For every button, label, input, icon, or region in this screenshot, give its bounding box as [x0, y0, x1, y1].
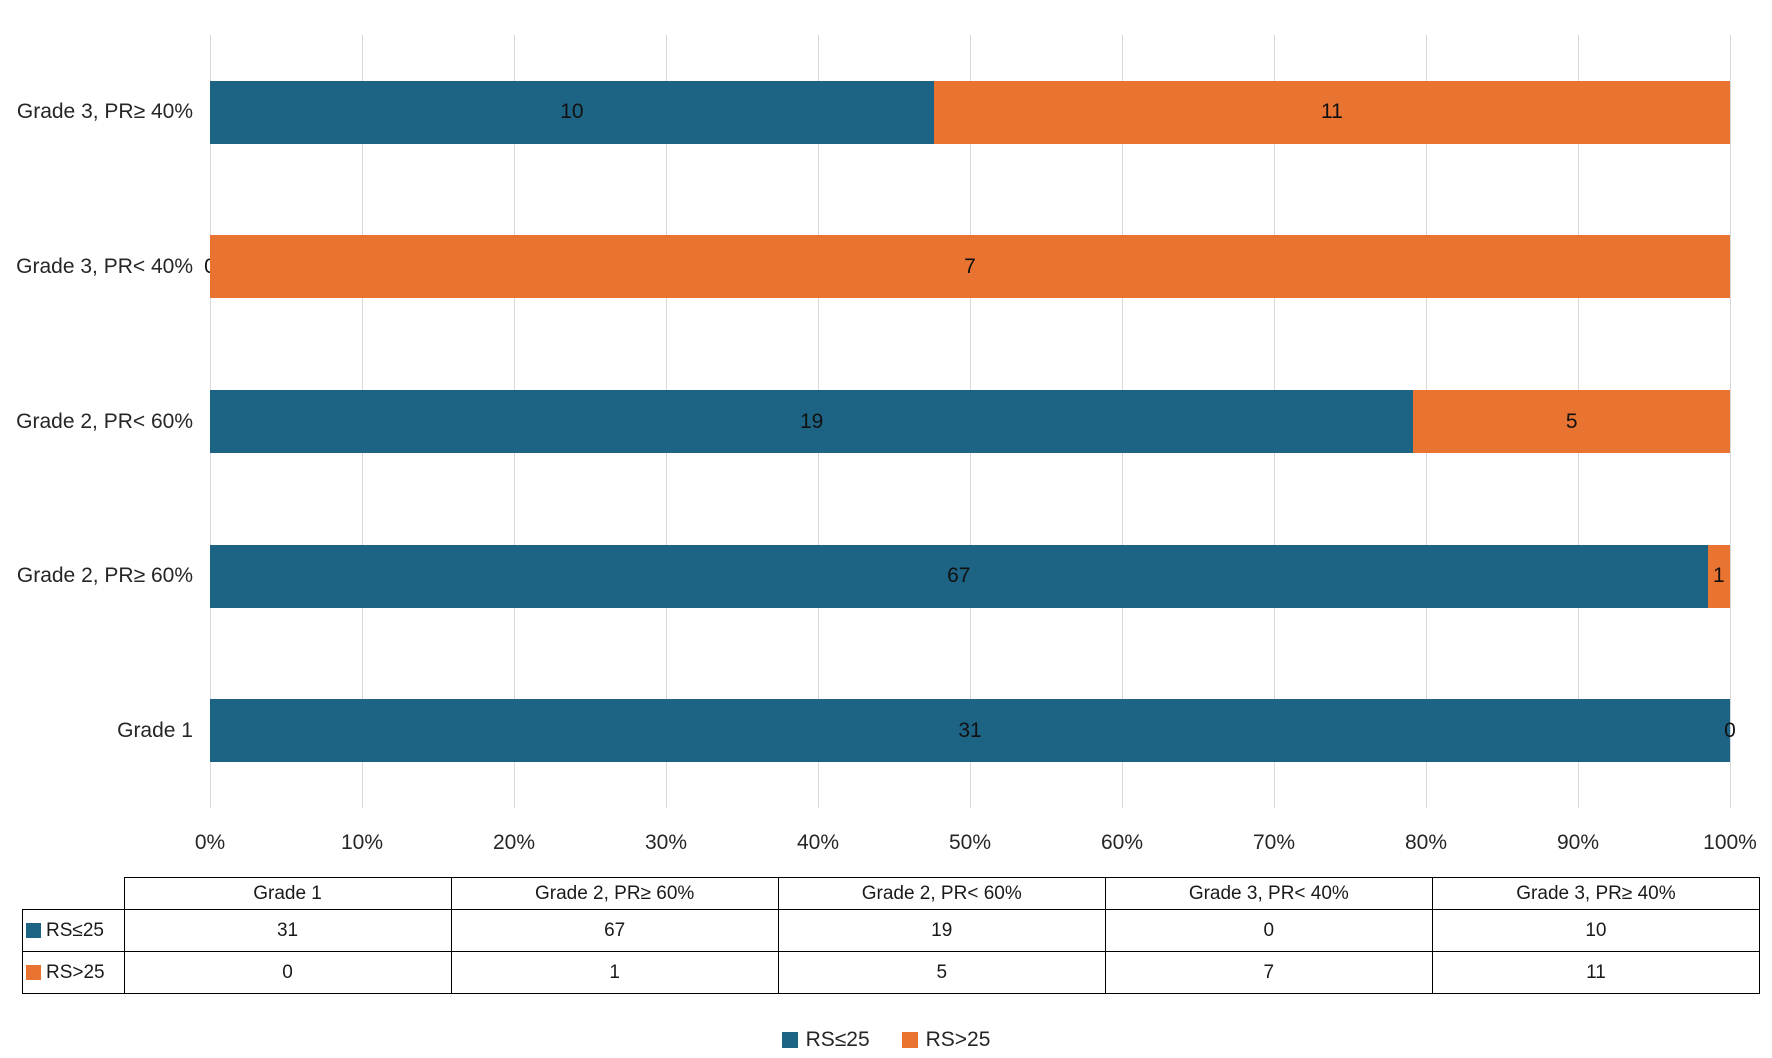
bar-segment: [1707, 544, 1730, 608]
table-value-cell: 31: [123, 909, 452, 952]
table-value-cell: 67: [450, 909, 779, 952]
table-corner-cell: [22, 877, 125, 910]
x-tick-label: 90%: [1556, 831, 1600, 854]
x-tick-label: 70%: [1252, 831, 1296, 854]
table-header-cell: Grade 3, PR≥ 40%: [1431, 877, 1761, 910]
category-label: Grade 3, PR≥ 40%: [16, 100, 193, 124]
table-value-cell: 7: [1104, 951, 1433, 994]
x-tick-label: 60%: [1100, 831, 1144, 854]
bar-value-label: 19: [799, 409, 824, 433]
bar-segment: [210, 390, 1414, 453]
bar-segment: [933, 80, 1730, 144]
bar-segment: [210, 80, 934, 144]
table-value-cell: 19: [777, 909, 1106, 952]
series-swatch-icon: [26, 964, 41, 980]
table-value-cell: 1: [450, 951, 779, 994]
gridline: [1730, 35, 1731, 808]
table-row: RS≤25 31 67 19 0 10: [22, 909, 1761, 952]
bar-value-label: 5: [1565, 409, 1578, 433]
x-tick-label: 50%: [948, 831, 992, 854]
table-value-cell: 11: [1431, 951, 1761, 994]
category-label: Grade 1: [117, 718, 193, 742]
table-value-cell: 0: [123, 951, 452, 994]
data-table: Grade 1 Grade 2, PR≥ 60% Grade 2, PR< 60% G…: [22, 877, 1761, 994]
bar-value-label: 0: [1724, 718, 1736, 742]
legend-item: RS>25: [901, 1028, 991, 1052]
bar-segment: [210, 699, 1730, 763]
bar-value-label: 1: [1712, 564, 1725, 588]
bar-value-label: 11: [1320, 100, 1343, 124]
table-value-cell: 0: [1104, 909, 1433, 952]
table-row-header: RS>25: [22, 951, 125, 994]
table-header-cell: Grade 1: [123, 877, 452, 910]
x-tick-label: 80%: [1404, 831, 1448, 854]
bar-value-label: 67: [947, 564, 971, 588]
table-header-cell: Grade 2, PR< 60%: [777, 877, 1106, 910]
x-tick-label: 20%: [492, 831, 536, 854]
legend-item: RS≤25: [781, 1028, 870, 1052]
legend-swatch-icon: [901, 1032, 918, 1048]
table-row: RS>25 0 1 5 7 11: [22, 951, 1761, 994]
x-tick-label: 40%: [796, 831, 840, 854]
table-header-cell: Grade 2, PR≥ 60%: [450, 877, 779, 910]
bar-segment: [1413, 390, 1730, 453]
category-label: Grade 3, PR< 40%: [16, 254, 193, 278]
table-value-cell: 5: [777, 951, 1106, 994]
bar-segment: [210, 235, 1730, 299]
x-tick-label: 30%: [644, 831, 688, 854]
x-tick-label: 10%: [340, 831, 384, 854]
legend-label: RS≤25: [805, 1028, 870, 1051]
x-tick-label: 100%: [1703, 831, 1757, 854]
category-label: Grade 2, PR≥ 60%: [16, 564, 193, 588]
legend-label: RS>25: [925, 1028, 991, 1051]
bar-value-label: 7: [964, 254, 976, 278]
table-value-cell: 10: [1431, 909, 1761, 952]
table-row-header: RS≤25: [22, 909, 125, 952]
category-label: Grade 2, PR< 60%: [16, 409, 193, 433]
table-header-cell: Grade 3, PR< 40%: [1104, 877, 1433, 910]
x-tick-label: 0%: [194, 831, 226, 854]
bar-value-label: 10: [560, 100, 584, 124]
legend: RS≤25 RS>25: [0, 1024, 1772, 1056]
bar-segment: [210, 544, 1708, 608]
bar-value-label: 31: [958, 718, 982, 742]
legend-swatch-icon: [781, 1032, 798, 1048]
series-swatch-icon: [26, 922, 41, 938]
